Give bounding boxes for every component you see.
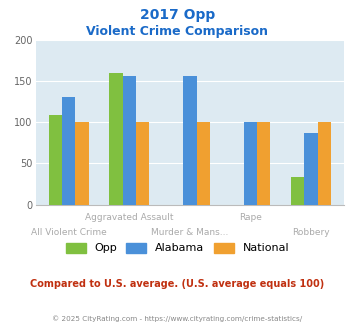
Bar [49,115,62,205]
Text: Murder & Mans...: Murder & Mans... [151,228,229,237]
Text: All Violent Crime: All Violent Crime [31,228,107,237]
Text: Rape: Rape [239,213,262,222]
Bar [197,122,210,205]
Text: Robbery: Robbery [292,228,330,237]
Bar [136,122,149,205]
Bar [62,97,76,205]
Bar [291,178,304,205]
Bar [304,133,318,205]
Bar [123,76,136,205]
Bar [244,122,257,205]
Legend: Opp, Alabama, National: Opp, Alabama, National [66,243,289,253]
Text: Compared to U.S. average. (U.S. average equals 100): Compared to U.S. average. (U.S. average … [31,279,324,289]
Bar [257,122,271,205]
Text: Violent Crime Comparison: Violent Crime Comparison [87,25,268,38]
Bar [76,122,89,205]
Bar [109,73,123,205]
Text: © 2025 CityRating.com - https://www.cityrating.com/crime-statistics/: © 2025 CityRating.com - https://www.city… [53,315,302,322]
Text: 2017 Opp: 2017 Opp [140,8,215,22]
Bar [183,76,197,205]
Text: Aggravated Assault: Aggravated Assault [85,213,174,222]
Bar [318,122,331,205]
